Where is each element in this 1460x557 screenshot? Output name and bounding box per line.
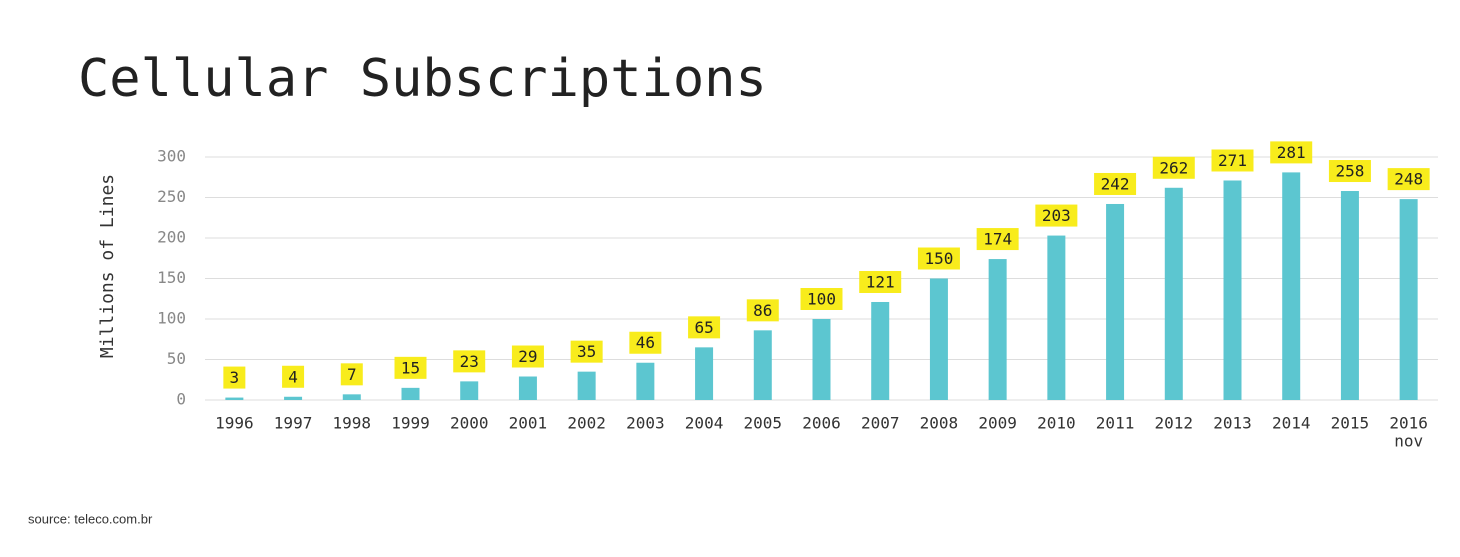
bar [518, 376, 537, 400]
y-tick-label: 200 [157, 228, 186, 247]
y-tick-label: 50 [167, 349, 186, 368]
y-tick-label: 250 [157, 187, 186, 206]
x-tick-label: 2016 [1389, 414, 1428, 433]
bar [636, 362, 655, 400]
value-label-bg [688, 316, 721, 339]
x-tick-label: 2001 [509, 414, 548, 433]
value-label: 281 [1277, 143, 1306, 162]
value-label-bg [800, 288, 843, 310]
value-label: 174 [983, 230, 1012, 249]
value-label-bg [1387, 168, 1430, 191]
value-label-bg [570, 340, 603, 363]
value-label: 271 [1218, 151, 1247, 170]
x-tick-label: 2003 [626, 414, 665, 433]
x-tick-label: 2012 [1155, 414, 1194, 433]
x-tick-label: 2002 [567, 414, 606, 433]
value-label: 248 [1394, 170, 1423, 189]
x-tick-label: 1997 [274, 414, 313, 433]
value-label: 29 [518, 347, 537, 366]
source: source: teleco.com.br [28, 511, 153, 526]
bar [753, 330, 772, 400]
value-label-bg [1152, 156, 1195, 179]
bar [342, 394, 361, 400]
value-label: 203 [1042, 206, 1071, 225]
bar [1047, 235, 1066, 400]
value-label: 35 [577, 342, 596, 361]
value-label: 262 [1159, 158, 1188, 177]
x-tick-label: 1998 [333, 414, 372, 433]
value-label-bg [629, 331, 662, 354]
bar [401, 387, 420, 400]
x-tick-label: 2008 [920, 414, 959, 433]
value-label-bg [1328, 160, 1371, 183]
x-tick-label: 2013 [1213, 414, 1252, 433]
x-tick-label: 1996 [215, 414, 254, 433]
value-label-bg [394, 356, 427, 379]
value-label: 121 [866, 272, 895, 291]
value-label-bg [340, 363, 363, 386]
x-tick-label: 2000 [450, 414, 489, 433]
x-tick-label: 1999 [391, 414, 430, 433]
bar [1106, 203, 1125, 400]
bar [1282, 172, 1301, 400]
value-label-bg [1035, 204, 1078, 227]
value-label: 258 [1335, 162, 1364, 181]
y-axis-label: Millions of Lines [97, 174, 118, 358]
bar [1340, 191, 1359, 400]
value-label: 15 [401, 358, 420, 377]
value-label: 86 [753, 301, 772, 320]
x-tick-label: 2007 [861, 414, 900, 433]
x-tick-note: nov [1394, 432, 1423, 451]
bar [577, 371, 596, 400]
y-tick-label: 300 [157, 147, 186, 166]
bar [988, 259, 1007, 400]
x-tick-label: 2009 [978, 414, 1017, 433]
value-label-bg [859, 270, 902, 293]
value-label: 4 [288, 367, 298, 386]
x-tick-label: 2005 [744, 414, 783, 433]
bar [1164, 187, 1183, 400]
value-label: 150 [924, 249, 953, 268]
x-tick-label: 2010 [1037, 414, 1076, 433]
x-tick-label: 2014 [1272, 414, 1311, 433]
value-label-bg [1270, 141, 1313, 164]
bar [1223, 180, 1242, 400]
chart-title: Cellular Subscriptions [78, 49, 767, 109]
value-label-bg [746, 299, 779, 322]
y-tick-label: 100 [157, 309, 186, 328]
x-tick-label: 2006 [802, 414, 841, 433]
bar [929, 278, 948, 400]
bar [225, 397, 244, 400]
value-label-bg [223, 366, 246, 389]
value-label: 100 [807, 290, 836, 309]
bar [695, 347, 714, 400]
x-tick-label: 2011 [1096, 414, 1135, 433]
value-label-bg [917, 247, 960, 270]
bar [460, 381, 479, 400]
value-label-bg [453, 350, 486, 373]
value-label: 46 [636, 333, 655, 352]
bar [812, 319, 831, 400]
bar [284, 396, 303, 400]
value-label: 7 [347, 365, 357, 384]
value-label-bg [1211, 149, 1254, 172]
value-label: 23 [460, 352, 479, 371]
bar [1399, 199, 1418, 400]
value-label: 242 [1101, 174, 1130, 193]
value-label-bg [976, 228, 1019, 251]
value-label-bg [282, 365, 305, 388]
y-tick-label: 150 [157, 268, 186, 287]
y-tick-label: 0 [176, 390, 186, 409]
bar [871, 301, 890, 400]
value-label: 3 [230, 368, 240, 387]
value-label-bg [1094, 172, 1137, 195]
value-label-bg [511, 345, 544, 368]
x-tick-label: 2015 [1331, 414, 1370, 433]
value-label: 65 [694, 318, 713, 337]
x-tick-label: 2004 [685, 414, 724, 433]
